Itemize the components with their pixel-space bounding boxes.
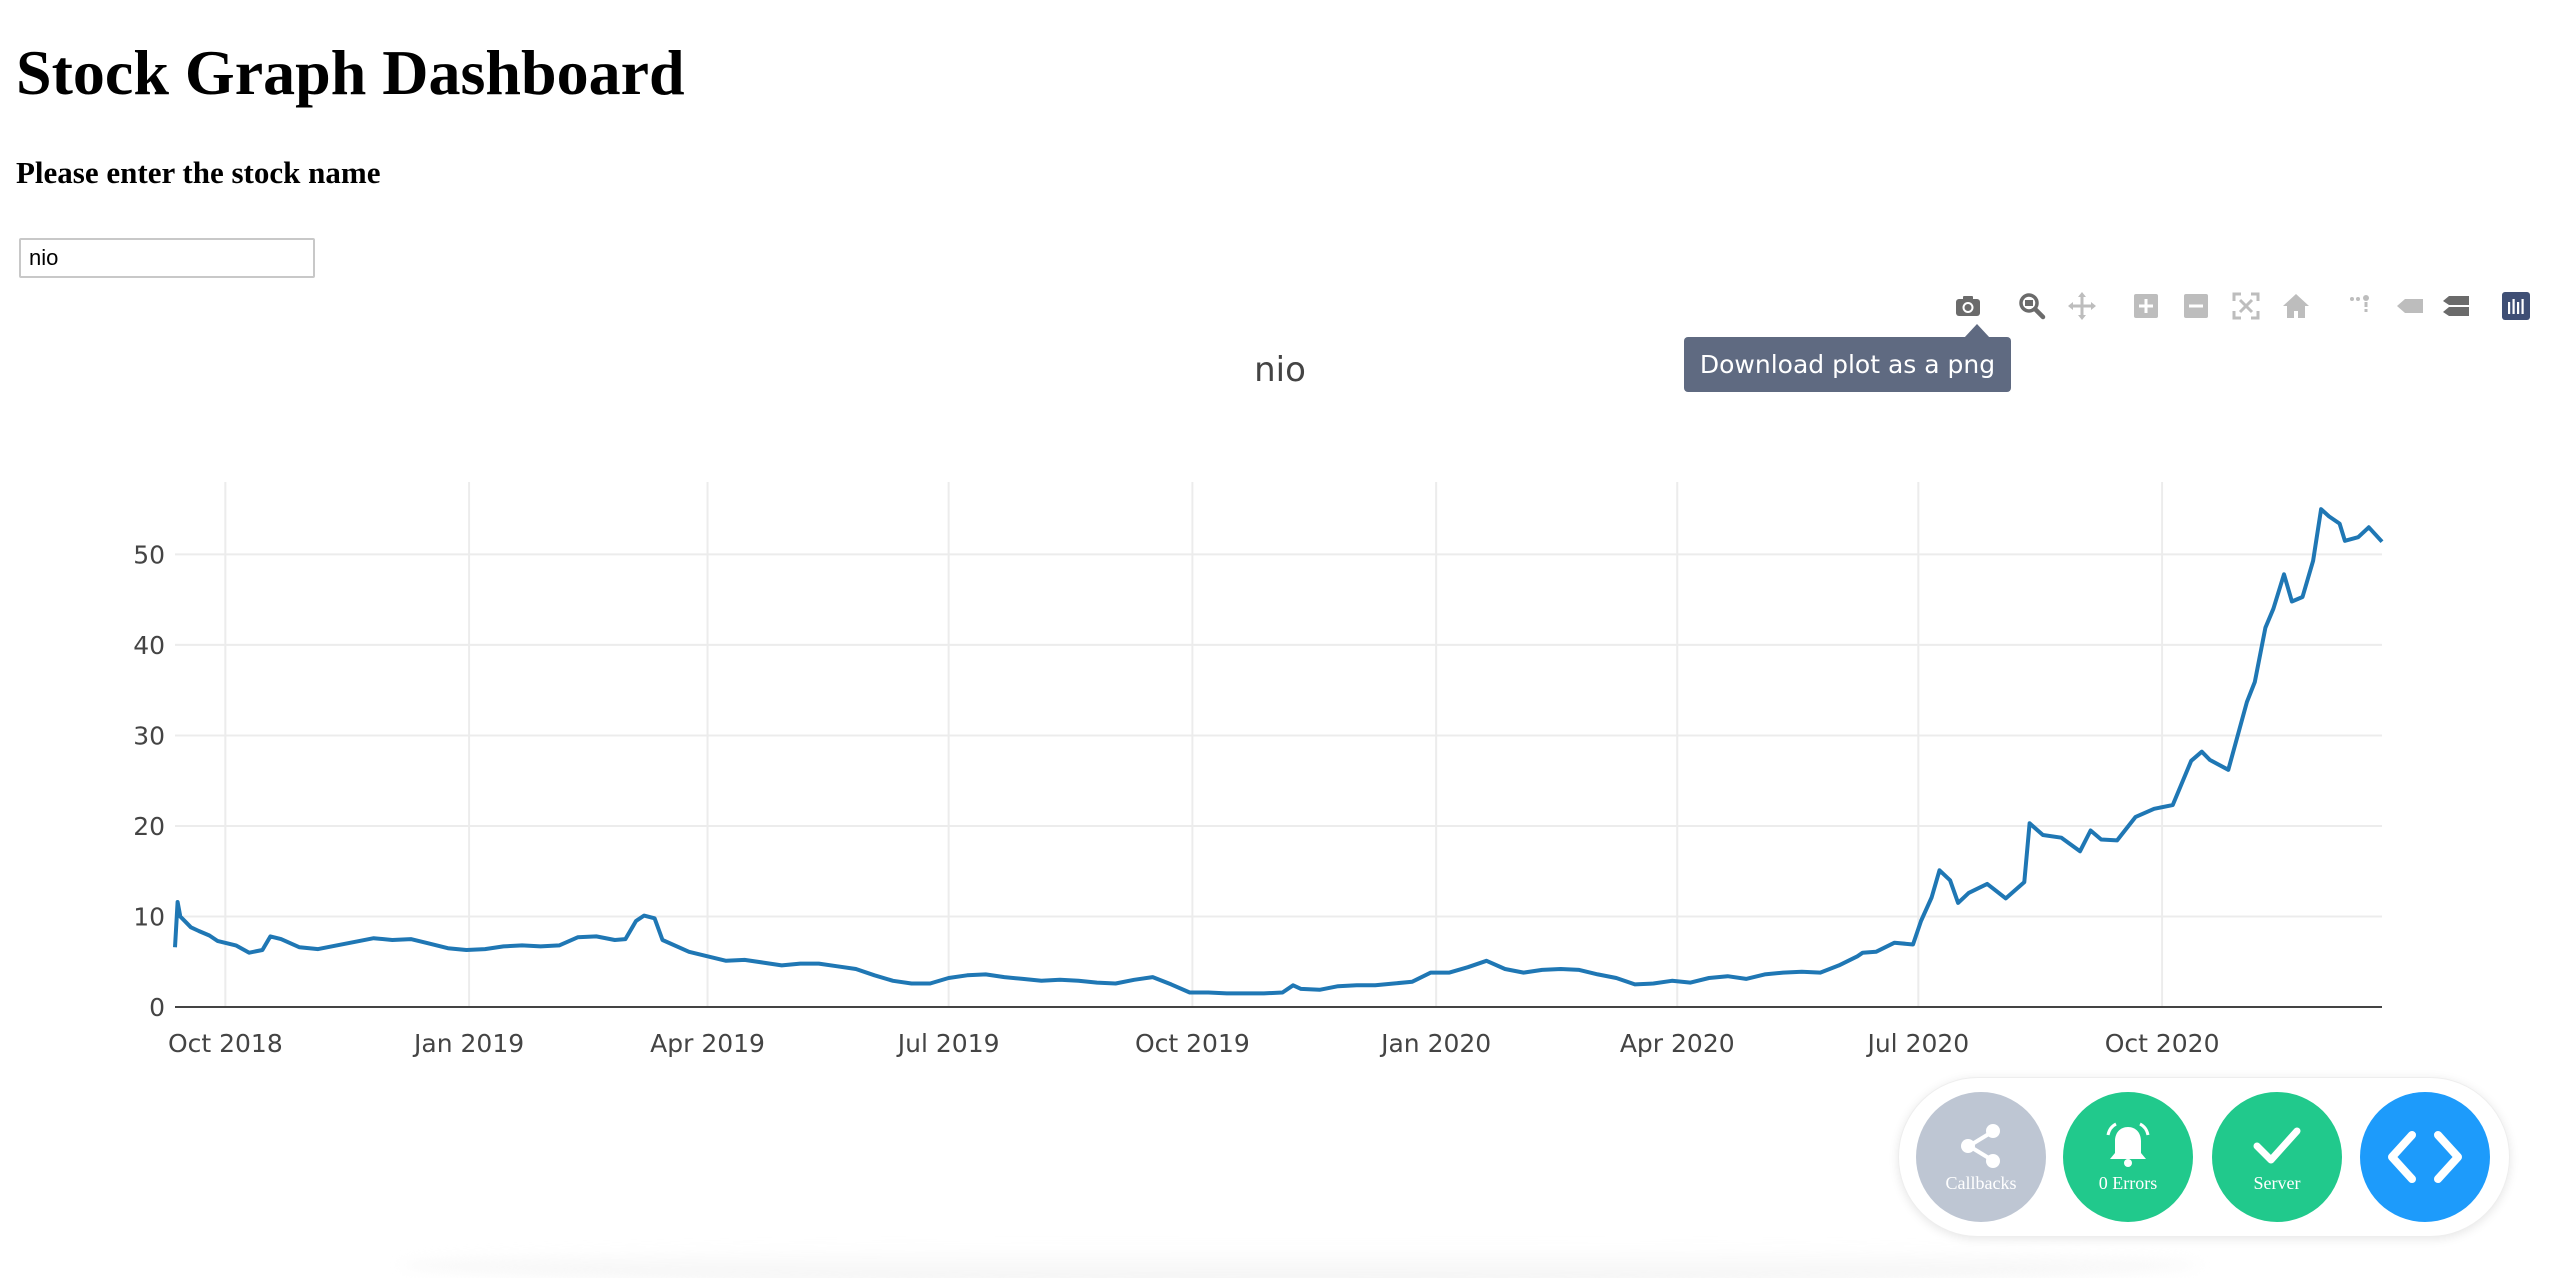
autoscale-icon[interactable] <box>2228 290 2264 322</box>
code-toggle-button[interactable] <box>2360 1092 2490 1222</box>
x-tick-label: Oct 2019 <box>1135 1029 1250 1058</box>
x-tick-label: Apr 2020 <box>1620 1029 1735 1058</box>
pan-icon[interactable] <box>2064 290 2100 322</box>
y-tick-label: 20 <box>133 812 165 841</box>
x-tick-label: Oct 2020 <box>2105 1029 2220 1058</box>
plotly-logo-icon[interactable] <box>2498 290 2534 322</box>
y-tick-label: 50 <box>133 540 165 569</box>
reset-axes-icon[interactable] <box>2278 290 2314 322</box>
y-tick-label: 10 <box>133 902 165 931</box>
page-title: Stock Graph Dashboard <box>16 37 685 108</box>
chart-grid <box>175 482 2382 1007</box>
callbacks-label: Callbacks <box>1945 1172 2017 1193</box>
code-brackets-icon <box>2388 1131 2462 1183</box>
x-tick-label: Jan 2020 <box>1379 1029 1491 1058</box>
server-label: Server <box>2253 1172 2301 1193</box>
y-tick-label: 0 <box>149 993 165 1022</box>
stock-name-input[interactable] <box>19 238 315 278</box>
camera-icon[interactable] <box>1950 290 1986 322</box>
x-tick-label: Jul 2019 <box>896 1029 1000 1058</box>
callbacks-button[interactable]: Callbacks <box>1916 1092 2046 1222</box>
x-tick-label: Apr 2019 <box>650 1029 765 1058</box>
spike-lines-icon[interactable] <box>2342 290 2378 322</box>
hover-closest-icon[interactable] <box>2392 290 2428 322</box>
errors-label: 0 Errors <box>2098 1172 2158 1193</box>
chart-title: nio <box>1254 350 1306 390</box>
x-axis-ticks: Oct 2018 Jan 2019 Apr 2019 Jul 2019 Oct 2019… <box>168 1029 2220 1058</box>
price-series-line[interactable] <box>173 507 2384 996</box>
stock-name-label: Please enter the stock name <box>16 155 381 190</box>
y-axis-ticks: 0 10 20 30 40 50 <box>133 540 165 1022</box>
bell-icon <box>2106 1122 2150 1167</box>
zoom-in-icon[interactable] <box>2128 290 2164 322</box>
y-tick-label: 40 <box>133 631 165 660</box>
x-tick-label: Oct 2018 <box>168 1029 283 1058</box>
server-button[interactable]: Server <box>2212 1092 2342 1222</box>
y-tick-label: 30 <box>133 721 165 750</box>
modebar-tooltip: Download plot as a png <box>1684 337 2011 392</box>
zoom-icon[interactable] <box>2014 290 2050 322</box>
tooltip-arrow <box>1964 324 1990 338</box>
checkmark-icon <box>2253 1127 2301 1163</box>
bottom-shadow <box>400 1245 2200 1278</box>
plot-modebar <box>1950 290 2540 322</box>
errors-button[interactable]: 0 Errors <box>2063 1092 2193 1222</box>
x-tick-label: Jul 2020 <box>1865 1029 1969 1058</box>
x-tick-label: Jan 2019 <box>412 1029 524 1058</box>
hover-compare-icon[interactable] <box>2438 290 2474 322</box>
zoom-out-icon[interactable] <box>2178 290 2214 322</box>
share-icon <box>1961 1123 2000 1168</box>
